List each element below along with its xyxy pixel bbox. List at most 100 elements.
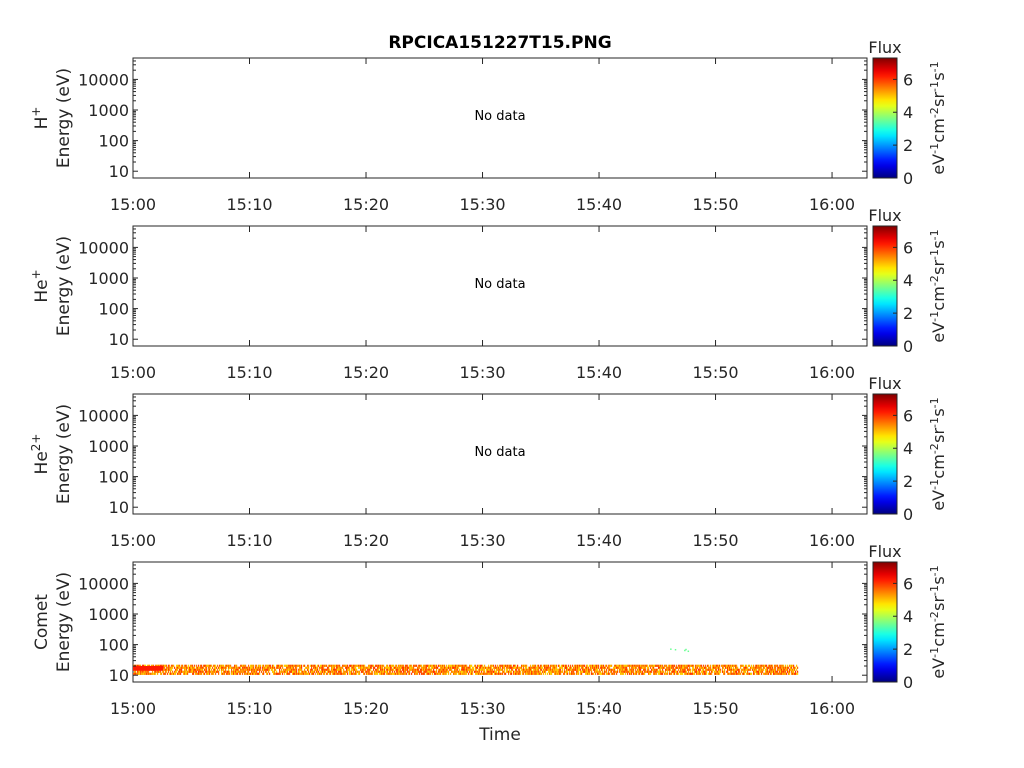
heatmap-cell	[685, 670, 687, 673]
heatmap-cell	[221, 672, 223, 675]
heatmap-cell	[549, 672, 551, 675]
heatmap-cell	[291, 666, 293, 669]
heatmap-column	[707, 664, 709, 671]
heatmap-cell	[529, 668, 531, 671]
heatmap-cell	[308, 664, 310, 667]
heatmap-cell	[661, 672, 663, 675]
heatmap-cell	[586, 670, 588, 673]
heatmap-cell	[291, 668, 293, 671]
heatmap-column	[373, 664, 375, 671]
heatmap-column	[436, 664, 438, 675]
heatmap-cell	[689, 666, 691, 669]
heatmap-column	[635, 664, 637, 675]
heatmap-cell	[544, 664, 546, 667]
heatmap-cell	[727, 668, 729, 671]
heatmap-cell	[447, 666, 449, 669]
heatmap-cell	[406, 672, 408, 675]
heatmap-cell	[435, 672, 437, 675]
heatmap-cell	[433, 664, 435, 667]
x-axis: 15:00 15:10 15:20 15:30 15:40 15:50 16:00	[110, 562, 855, 718]
heatmap-cell	[553, 670, 555, 673]
heatmap-cell	[571, 672, 573, 675]
heatmap-cell	[525, 666, 527, 669]
heatmap-cell	[475, 672, 477, 675]
heatmap-column	[359, 664, 361, 675]
heatmap-column	[300, 664, 302, 675]
heatmap-cell	[583, 666, 585, 669]
heatmap-column	[206, 664, 208, 675]
heatmap-cell	[361, 666, 363, 669]
heatmap-cell	[382, 666, 384, 669]
heatmap-cell	[259, 670, 261, 673]
heatmap-cell	[514, 670, 516, 673]
heatmap-cell	[585, 670, 587, 673]
heatmap-column	[553, 664, 555, 673]
heatmap-column	[179, 664, 181, 675]
heatmap-cell	[413, 668, 415, 671]
heatmap-column	[244, 664, 246, 675]
heatmap-cell	[631, 670, 633, 673]
heatmap-cell	[234, 664, 236, 667]
heatmap-cell	[635, 672, 637, 675]
heatmap-cell	[145, 670, 147, 673]
heatmap-cell	[621, 672, 623, 675]
heatmap-cell	[769, 670, 771, 673]
heatmap-cell	[414, 668, 416, 671]
heatmap-column	[610, 664, 612, 673]
heatmap-cell	[293, 670, 295, 673]
heatmap-cell	[217, 664, 219, 667]
heatmap-cell	[782, 670, 784, 673]
heatmap-column	[285, 664, 287, 673]
heatmap-cell	[453, 664, 455, 667]
heatmap-cell	[550, 672, 552, 675]
heatmap-column	[790, 664, 792, 671]
heatmap-cell	[147, 670, 149, 673]
heatmap-column	[177, 664, 179, 675]
heatmap-cell	[440, 666, 442, 669]
heatmap-cell	[517, 670, 519, 673]
heatmap-cell	[718, 668, 720, 671]
heatmap-cell	[346, 668, 348, 671]
heatmap-cell	[340, 668, 342, 671]
heatmap-cell	[523, 666, 525, 669]
heatmap-cell	[347, 664, 349, 667]
heatmap-column	[165, 664, 167, 675]
heatmap-cell	[645, 668, 647, 671]
heatmap-cell	[421, 672, 423, 675]
heatmap-cell	[732, 664, 734, 667]
heatmap-cell	[185, 666, 187, 669]
heatmap-cell	[443, 666, 445, 669]
heatmap-cell	[434, 672, 436, 675]
heatmap-column	[213, 664, 215, 675]
heatmap-cell	[227, 672, 229, 675]
heatmap-cell	[323, 670, 325, 673]
colorbar-gradient	[872, 57, 898, 179]
heatmap-cell	[653, 666, 655, 669]
y-tick-label: 10	[109, 498, 129, 517]
heatmap-cell	[259, 668, 261, 671]
heatmap-cell	[371, 670, 373, 673]
heatmap-cell	[771, 670, 773, 673]
heatmap-cell	[667, 668, 669, 671]
heatmap-cell	[409, 668, 411, 671]
heatmap-cell	[737, 666, 739, 669]
heatmap-cell	[497, 666, 499, 669]
heatmap-cell	[221, 670, 223, 673]
heatmap-cell	[452, 670, 454, 673]
heatmap-column	[280, 664, 282, 675]
heatmap-cell	[602, 672, 604, 675]
heatmap-column	[348, 666, 350, 671]
y-tick-label: 100	[98, 468, 129, 487]
heatmap-cell	[540, 664, 542, 667]
heatmap-cell	[409, 666, 411, 669]
heatmap-cell	[475, 670, 477, 673]
heatmap-cell	[321, 670, 323, 673]
heatmap-cell	[178, 666, 180, 669]
heatmap-cell	[543, 670, 545, 673]
heatmap-column	[380, 664, 382, 675]
heatmap-cell	[653, 664, 655, 667]
heatmap-column	[378, 664, 380, 673]
heatmap-cell	[490, 664, 492, 667]
